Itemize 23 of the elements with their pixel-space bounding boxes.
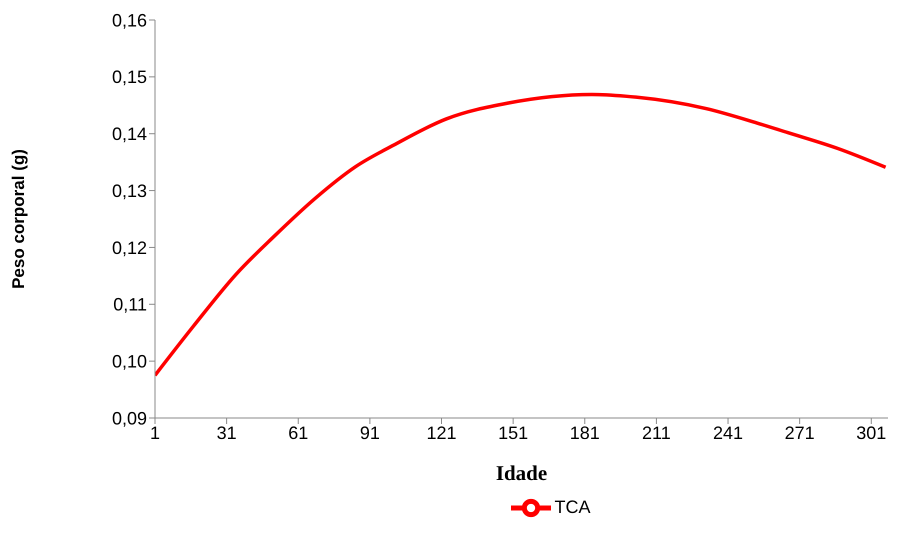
x-tick-label: 31 (216, 422, 237, 443)
y-tick-label: 0,11 (113, 294, 147, 315)
x-tick-label: 1 (150, 422, 160, 443)
x-tick-label: 271 (784, 422, 815, 443)
y-tick-label: 0,13 (112, 180, 147, 201)
x-tick-label: 301 (856, 422, 886, 443)
x-tick-label: 211 (642, 422, 671, 443)
legend-label: TCA (554, 496, 590, 517)
y-axis-title: Peso corporal (g) (9, 149, 28, 289)
x-tick-label: 91 (360, 422, 380, 443)
y-tick-label: 0,10 (112, 352, 147, 372)
y-tick-label: 0,14 (112, 124, 147, 144)
x-axis-title: Idade (496, 461, 548, 485)
y-tick-label: 0,16 (112, 10, 147, 30)
line-series (155, 92, 888, 378)
y-tick-label: 0,09 (112, 408, 147, 428)
y-tick-label: 0,12 (112, 238, 147, 258)
x-tick-label: 151 (498, 422, 528, 443)
x-tick-label: 121 (426, 422, 457, 443)
x-tick-label: 61 (288, 422, 308, 443)
y-tick-label: 0,15 (112, 67, 147, 88)
x-tick-label: 181 (570, 422, 600, 443)
x-tick-label: 241 (713, 422, 744, 443)
